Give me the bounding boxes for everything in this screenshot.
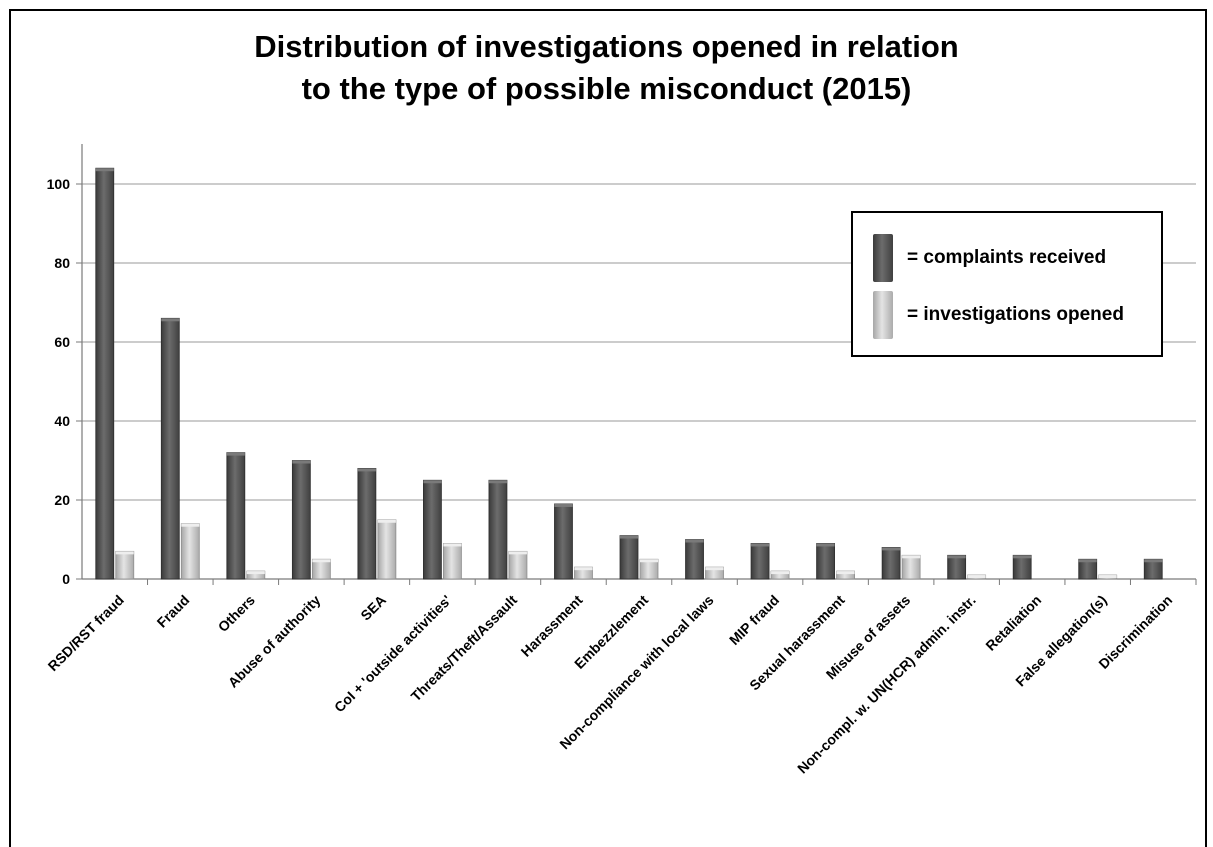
legend-label-investigations: = investigations opened [907,304,1124,325]
legend-item-complaints: = complaints received [873,233,1106,283]
bar-investigations-9 [705,566,724,580]
chart-title-line-2: to the type of possible misconduct (2015… [301,71,912,106]
bar-investigations-5 [443,543,462,580]
axes [76,144,1197,585]
bar-complaints-4 [357,467,377,580]
bar-investigations-6 [508,550,528,580]
y-tick-label-80: 80 [54,255,70,271]
x-tick-label-6: Threats/Theft/Assault [408,592,521,705]
bar-investigations-13 [967,574,987,580]
chart-title: Distribution of investigations opened in… [0,26,1213,110]
legend: = complaints received = investigations o… [851,211,1163,357]
bar-complaints-8 [619,535,639,580]
bar-complaints-0 [95,167,115,580]
x-tick-label-10: MIP fraud [726,592,782,648]
bar-investigations-1 [180,523,200,580]
bar-complaints-9 [685,539,704,580]
x-tick-label-2: Others [215,592,258,635]
bar-investigations-4 [377,519,397,580]
bar-investigations-15 [1098,574,1118,580]
bars [95,167,1163,580]
y-tick-label-20: 20 [54,492,70,508]
bar-investigations-11 [836,570,855,580]
bar-complaints-10 [750,543,770,580]
bar-complaints-16 [1143,558,1163,580]
y-tick-label-0: 0 [62,571,70,587]
bar-investigations-12 [901,554,921,580]
bar-complaints-15 [1078,558,1098,580]
x-tick-label-14: Retaliation [982,592,1044,654]
legend-label-complaints: = complaints received [907,247,1107,268]
bar-investigations-8 [639,558,659,580]
x-tick-label-0: RSD/RST fraud [45,592,127,674]
y-tick-label-60: 60 [54,334,70,350]
y-tick-label-100: 100 [47,176,71,192]
bar-complaints-1 [160,317,180,580]
bar-investigations-2 [246,570,266,580]
bar-complaints-2 [226,452,246,580]
bar-complaints-7 [554,503,573,580]
bar-complaints-11 [816,543,835,580]
bar-investigations-7 [574,566,593,580]
x-tick-label-4: SEA [357,592,389,624]
y-tick-label-40: 40 [54,413,70,429]
bar-complaints-6 [488,479,508,580]
x-tick-label-5: CoI + 'outside activities' [331,592,455,716]
chart-title-line-1: Distribution of investigations opened in… [254,29,959,64]
chart-frame [9,9,1207,847]
x-tick-label-7: Harassment [518,592,586,660]
bar-complaints-14 [1012,554,1032,580]
legend-swatch-investigations [873,291,893,339]
bar-complaints-13 [947,554,967,580]
bar-investigations-0 [115,550,135,580]
bar-investigations-10 [770,570,790,580]
legend-item-investigations: = investigations opened [873,290,1124,340]
legend-swatch-complaints [873,234,893,282]
x-tick-label-1: Fraud [154,592,193,631]
bar-complaints-5 [423,479,442,580]
bar-investigations-3 [311,558,331,580]
bar-complaints-3 [291,460,311,580]
bar-complaints-12 [881,547,901,580]
